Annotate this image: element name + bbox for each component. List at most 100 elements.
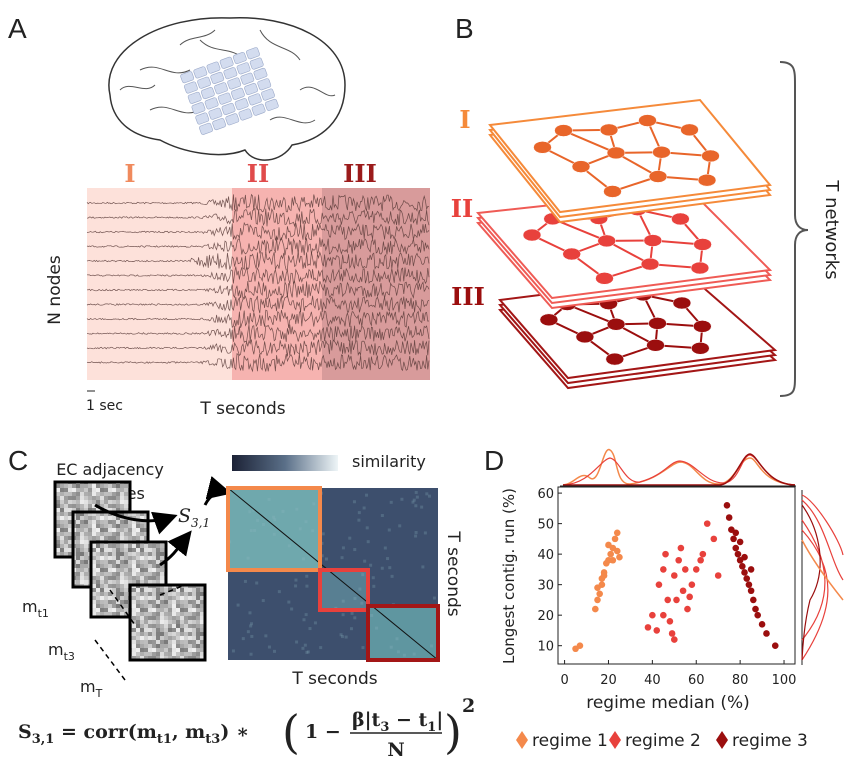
scatter-point	[655, 581, 663, 588]
electrode	[217, 92, 232, 105]
electrode	[253, 67, 268, 80]
network-node	[603, 185, 622, 198]
dashed-line	[159, 584, 186, 596]
heatmap-texture	[386, 557, 390, 561]
heatmap-texture	[383, 546, 387, 550]
y-tick-label: 50	[537, 518, 554, 533]
heatmap-texture	[256, 518, 260, 522]
heatmap-block	[320, 570, 368, 610]
electrode	[234, 98, 249, 111]
electrode	[261, 88, 275, 101]
heatmap-texture	[273, 518, 277, 522]
scatter-point	[688, 581, 696, 588]
signal-trace	[86, 207, 430, 228]
formula: S3,1 = corr(mt1, mt3) ∗ ( 1 − β|t3 − t1|…	[18, 695, 475, 761]
density-curve	[801, 504, 821, 661]
electrode	[257, 78, 272, 91]
heatmap-texture	[287, 544, 291, 548]
heatmap-texture	[341, 599, 345, 603]
electrode	[187, 91, 202, 104]
heatmap-texture	[421, 565, 425, 569]
electrode	[180, 71, 195, 84]
heatmap-texture	[272, 532, 276, 536]
signal-trace	[86, 353, 430, 373]
electrode	[193, 66, 208, 79]
dashed-line	[109, 589, 136, 626]
dashed-line	[94, 639, 126, 681]
layer-label: III	[451, 282, 485, 311]
x-label: T seconds	[199, 399, 285, 419]
heatmap-texture	[281, 509, 285, 513]
formula-text: 1 −	[305, 721, 341, 743]
network-node	[595, 272, 614, 285]
electrode	[195, 112, 210, 125]
heatmap-texture	[414, 490, 418, 494]
y-tick-label: 40	[537, 548, 554, 563]
network-node	[671, 212, 690, 226]
electrode	[204, 97, 219, 110]
heatmap-texture	[272, 649, 276, 653]
formula-text: 2	[462, 695, 475, 717]
heatmap-texture	[412, 498, 416, 502]
scatter-point	[747, 566, 755, 573]
heatmap-texture	[363, 559, 367, 563]
matrix	[128, 583, 207, 662]
heatmap-texture	[295, 507, 299, 511]
regime-box	[366, 604, 440, 662]
heatmap-texture	[302, 557, 306, 561]
network-node	[693, 238, 712, 251]
similarity-symbol: S3,1	[178, 505, 210, 530]
scatter-point	[734, 550, 742, 558]
heatmap-texture	[371, 576, 375, 580]
heatmap-texture	[294, 578, 298, 582]
legend-marker	[609, 731, 621, 749]
heatmap-texture	[348, 536, 352, 540]
panel-label: A	[8, 13, 27, 44]
brace	[779, 61, 809, 397]
heatmap-texture	[341, 613, 345, 617]
network-node	[533, 141, 552, 154]
scatter-point	[675, 556, 682, 564]
scatter-point	[576, 642, 584, 649]
scatter-point	[697, 556, 704, 564]
signal-trace	[86, 309, 430, 329]
scatter-point	[692, 566, 700, 573]
electrode	[249, 57, 264, 70]
signal-trace	[86, 251, 430, 271]
density-curve	[562, 449, 796, 486]
regime-label: II	[247, 159, 269, 188]
heatmap-texture	[320, 554, 324, 558]
regime-region	[87, 188, 232, 380]
scatter-point	[741, 569, 748, 576]
scatter-point	[677, 544, 685, 552]
heatmap-texture	[375, 626, 379, 630]
scatter-point	[611, 535, 619, 543]
heatmap-texture	[252, 508, 256, 512]
x-tick-label: 40	[644, 673, 661, 688]
heatmap-texture	[340, 635, 344, 639]
signal-trace	[86, 236, 430, 256]
density-curve	[563, 453, 796, 486]
heatmap-texture	[398, 524, 402, 528]
electrode	[199, 122, 213, 135]
electrode	[210, 71, 225, 84]
matrix-label: mt1	[22, 597, 49, 620]
scatter-point	[710, 535, 718, 543]
heatmap-texture	[357, 511, 361, 515]
heatmap-texture	[365, 493, 369, 497]
legend-marker	[716, 731, 728, 749]
y-tick-label: 20	[537, 609, 554, 624]
network-node	[690, 261, 710, 275]
formula-text: S3,1 = corr(mt1, mt3) ∗	[18, 721, 249, 747]
heatmap-texture	[357, 518, 361, 522]
network-node	[571, 160, 591, 173]
scatter-point	[594, 596, 601, 604]
signal-trace	[86, 280, 430, 300]
network-node	[648, 317, 667, 330]
scatter-point	[613, 547, 621, 555]
network-node	[672, 296, 692, 310]
heatmap-texture	[370, 613, 374, 617]
heatmap-texture	[362, 506, 366, 510]
y-tick-label: 60	[537, 487, 554, 502]
scatter-point	[660, 611, 667, 619]
